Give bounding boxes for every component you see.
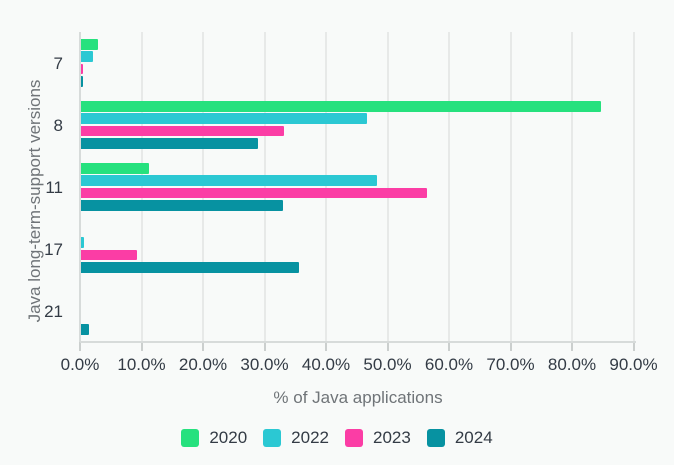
bar-2024-v21[interactable] [81,324,89,335]
bar-2022-v8[interactable] [81,113,367,125]
legend-item-2020[interactable]: 2020 [181,429,247,447]
legend-label: 2022 [291,428,329,447]
axis-tick [79,342,81,351]
axis-tick [202,342,204,351]
bar-2022-v17[interactable] [81,237,84,249]
y-category-label: 7 [53,54,63,73]
x-tick-label: 0.0% [60,355,100,374]
bar-2024-v17[interactable] [81,262,299,273]
bar-2024-v8[interactable] [81,138,259,149]
gridline [263,32,266,342]
y-category-label: 21 [44,302,63,321]
bar-2022-v7[interactable] [81,51,94,63]
bar-2023-v8[interactable] [81,125,284,137]
bar-2020-v8[interactable] [81,101,601,112]
gridline [202,32,204,342]
axis-tick [386,342,389,351]
axis-tick [632,342,635,351]
bar-2023-v11[interactable] [81,187,427,199]
legend-label: 2020 [209,428,248,447]
legend-swatch-icon [263,429,282,447]
gridline [509,32,512,342]
x-tick-label: 60.0% [424,355,474,374]
legend-item-2022[interactable]: 2022 [263,429,329,447]
axis-tick [140,342,143,351]
x-tick-label: 90.0% [609,355,658,374]
gridline [386,32,389,342]
axis-tick [325,342,327,351]
x-tick-label: 10.0% [117,355,166,374]
x-tick-label: 30.0% [240,355,289,374]
legend-label: 2023 [373,428,411,447]
legend-swatch-icon [345,429,363,447]
x-tick-label: 20.0% [178,355,228,374]
axis-tick [263,342,266,351]
legend-label: 2024 [454,428,493,447]
y-category-label: 17 [44,240,63,259]
legend-swatch-icon [426,429,445,447]
bar-2020-v11[interactable] [81,163,149,174]
bar-2024-v7[interactable] [81,76,83,87]
x-tick-label: 40.0% [301,355,351,374]
y-category-label: 8 [53,116,63,135]
legend-item-2024[interactable]: 2024 [426,428,493,447]
gridline [325,32,327,342]
x-axis-title: % of Java applications [273,388,443,407]
gridline [79,32,81,342]
axis-tick [448,342,450,351]
bar-2024-v11[interactable] [81,200,283,211]
legend: 2020 2022 2023 2024 [0,429,674,447]
legend-swatch-icon [181,429,200,447]
x-axis-line [80,341,636,343]
bar-2022-v11[interactable] [81,175,378,187]
gridline [632,32,635,342]
legend-item-2023[interactable]: 2023 [345,429,411,447]
bar-2023-v7[interactable] [81,63,84,75]
x-tick-label: 80.0% [547,355,597,374]
gridline [140,32,143,342]
x-tick-label: 70.0% [486,355,535,374]
gridline [571,32,573,342]
gridline [448,32,450,342]
y-category-label: 11 [45,178,63,197]
bar-2020-v7[interactable] [81,39,98,50]
axis-tick [509,342,512,351]
x-tick-label: 50.0% [363,355,412,374]
bar-2023-v17[interactable] [81,249,137,261]
axis-tick [571,342,573,351]
